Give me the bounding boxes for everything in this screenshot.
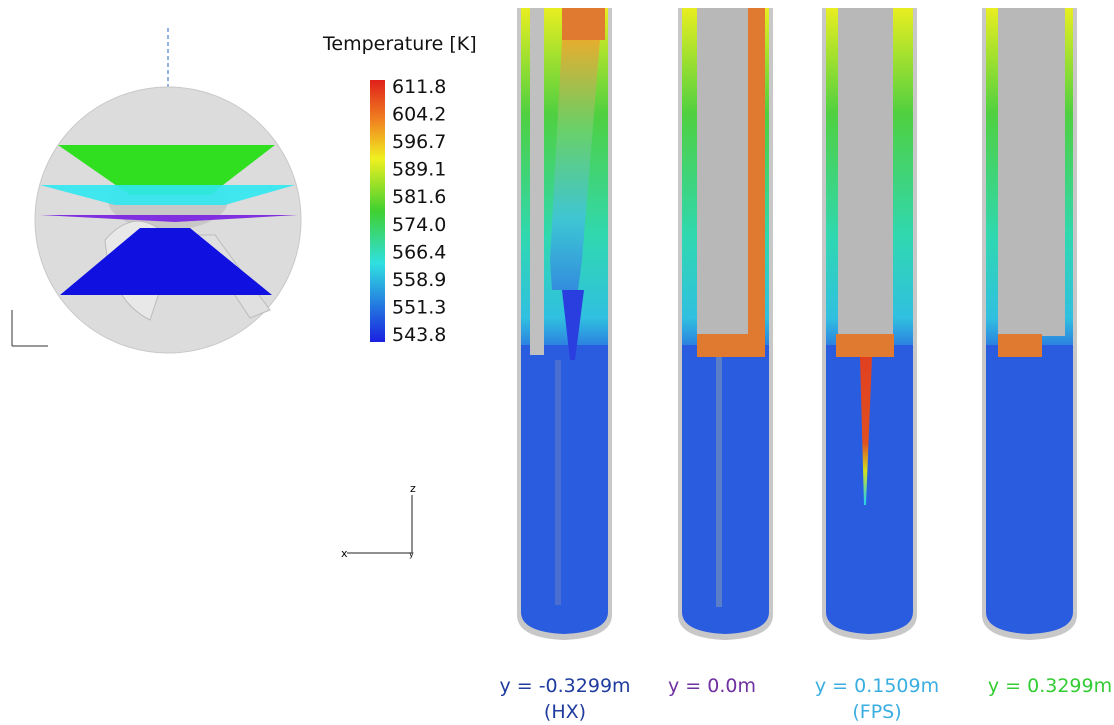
slice-sublabel: (FPS) (852, 701, 901, 723)
slice-label: y = 0.0m (668, 675, 756, 697)
slice-tube (822, 8, 917, 640)
legend-title: Temperature [K] (322, 33, 477, 55)
slice-tube (517, 8, 612, 640)
colorbar (370, 80, 385, 342)
slice-label: y = 0.3299m (988, 675, 1112, 697)
axis-label: z (410, 482, 416, 495)
axis-label: y (409, 550, 414, 559)
legend-label: 566.4 (392, 241, 446, 263)
legend-label: 589.1 (392, 159, 446, 181)
legend-label: 596.7 (392, 131, 446, 153)
legend-label: 581.6 (392, 186, 446, 208)
slice-label: y = 0.1509m (815, 675, 939, 697)
axis-triad: z x y (341, 482, 416, 560)
legend-label: 551.3 (392, 296, 446, 318)
sphere-diagram (12, 28, 301, 353)
axis-label: x (341, 547, 348, 560)
slice-tube (678, 8, 773, 640)
legend: Temperature [K] 611.8 604.2 596.7 589.1 581.… (322, 33, 477, 346)
legend-label: 611.8 (392, 76, 446, 98)
legend-label: 558.9 (392, 269, 446, 291)
figure: Temperature [K] 611.8 604.2 596.7 589.1 581.… (0, 0, 1114, 725)
slice-label: y = -0.3299m (499, 675, 630, 697)
slice-tube (982, 8, 1077, 640)
legend-label: 574.0 (392, 214, 446, 236)
slice-sublabel: (HX) (544, 701, 586, 723)
legend-label: 543.8 (392, 324, 446, 346)
legend-label: 604.2 (392, 104, 446, 126)
